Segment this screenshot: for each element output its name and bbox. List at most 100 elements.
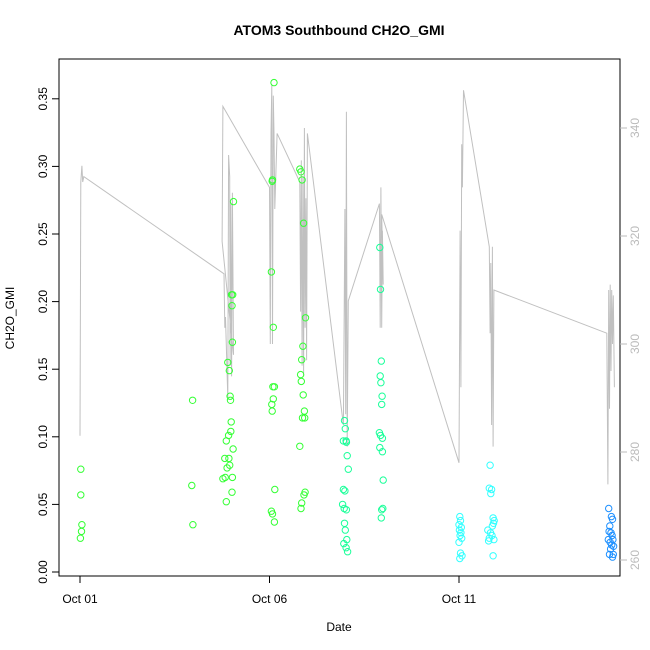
data-point [268, 510, 277, 518]
y-tick-label: 0.15 [36, 357, 50, 381]
data-point [297, 504, 305, 513]
data-point [298, 414, 307, 422]
data-point [378, 434, 387, 442]
data-point [376, 285, 385, 294]
data-point [228, 488, 236, 496]
data-point [456, 554, 464, 563]
data-point [378, 448, 387, 456]
data-point [376, 243, 384, 252]
data-point [340, 416, 349, 425]
data-point [376, 443, 384, 452]
data-point [455, 538, 463, 546]
data-point [344, 465, 352, 473]
data-point [222, 498, 231, 506]
data-point [221, 454, 229, 463]
data-point [226, 396, 235, 404]
data-point [188, 396, 197, 404]
data-point [377, 514, 385, 522]
data-point [489, 552, 497, 560]
data-point [608, 531, 616, 540]
data-point [377, 357, 385, 365]
data-point [488, 522, 497, 530]
y-tick-label: 0.35 [36, 87, 50, 111]
data-point [341, 526, 349, 534]
data-point [227, 418, 235, 426]
data-point [484, 537, 493, 545]
data-point [270, 78, 278, 87]
right-tick-label: 340 [628, 118, 642, 138]
data-point [605, 504, 613, 513]
data-point [77, 527, 86, 536]
x-tick-label: Oct 01 [62, 592, 98, 606]
data-point [270, 383, 279, 391]
data-point [608, 541, 616, 549]
data-point [225, 366, 234, 375]
data-point [298, 356, 306, 364]
data-point [267, 268, 276, 276]
data-point [296, 442, 304, 450]
y-tick-label: 0.00 [36, 560, 50, 584]
data-point [298, 176, 306, 184]
right-tick-label: 320 [628, 226, 642, 246]
data-point [340, 539, 348, 548]
y-tick-label: 0.10 [36, 425, 50, 449]
data-point [299, 391, 307, 399]
data-point [490, 535, 498, 544]
data-point [268, 407, 276, 415]
data-point [224, 431, 233, 440]
data-point [188, 481, 196, 490]
data-point [229, 197, 238, 206]
data-point [343, 452, 351, 460]
data-point [228, 338, 237, 346]
data-point [486, 461, 494, 469]
data-point [268, 176, 277, 184]
data-point [226, 461, 234, 469]
data-point [339, 485, 348, 494]
data-point [227, 427, 235, 436]
data-point [271, 485, 279, 494]
x-tick-label: Oct 06 [252, 592, 288, 606]
data-point [341, 425, 349, 433]
data-point [226, 392, 234, 400]
data-point [297, 168, 305, 176]
data-point [270, 518, 279, 526]
y-tick-label: 0.20 [36, 290, 50, 314]
chart-title: ATOM3 Southbound CH2O_GMI [233, 22, 444, 38]
data-point [299, 219, 308, 227]
plot-frame [58, 58, 621, 577]
data-point [343, 548, 352, 556]
data-point [342, 506, 351, 514]
y-axis-label: CH2O_GMI [3, 287, 17, 350]
data-point [338, 500, 347, 509]
data-point [456, 512, 464, 521]
data-point [379, 504, 387, 513]
data-point [378, 400, 386, 409]
right-tick-label: 260 [628, 550, 642, 570]
data-point [269, 395, 277, 403]
data-point [297, 377, 305, 386]
data-point [378, 392, 386, 400]
data-point [608, 553, 617, 561]
right-tick-label: 280 [628, 442, 642, 462]
data-point [301, 414, 309, 422]
data-point [487, 485, 496, 494]
data-point [606, 522, 614, 530]
data-point [298, 499, 306, 507]
x-axis-label: Date [326, 620, 352, 634]
data-point [342, 437, 350, 445]
data-point [378, 506, 386, 514]
right-tick-label: 300 [628, 334, 642, 354]
data-point [377, 379, 385, 387]
data-point [341, 487, 349, 495]
data-point [342, 544, 350, 552]
data-point [228, 473, 237, 482]
data-point [300, 491, 308, 499]
data-point [228, 302, 236, 310]
data-point [224, 358, 232, 367]
y-tick-label: 0.25 [36, 222, 50, 246]
data-point [189, 521, 197, 529]
data-point [299, 342, 307, 350]
data-point [229, 445, 237, 453]
